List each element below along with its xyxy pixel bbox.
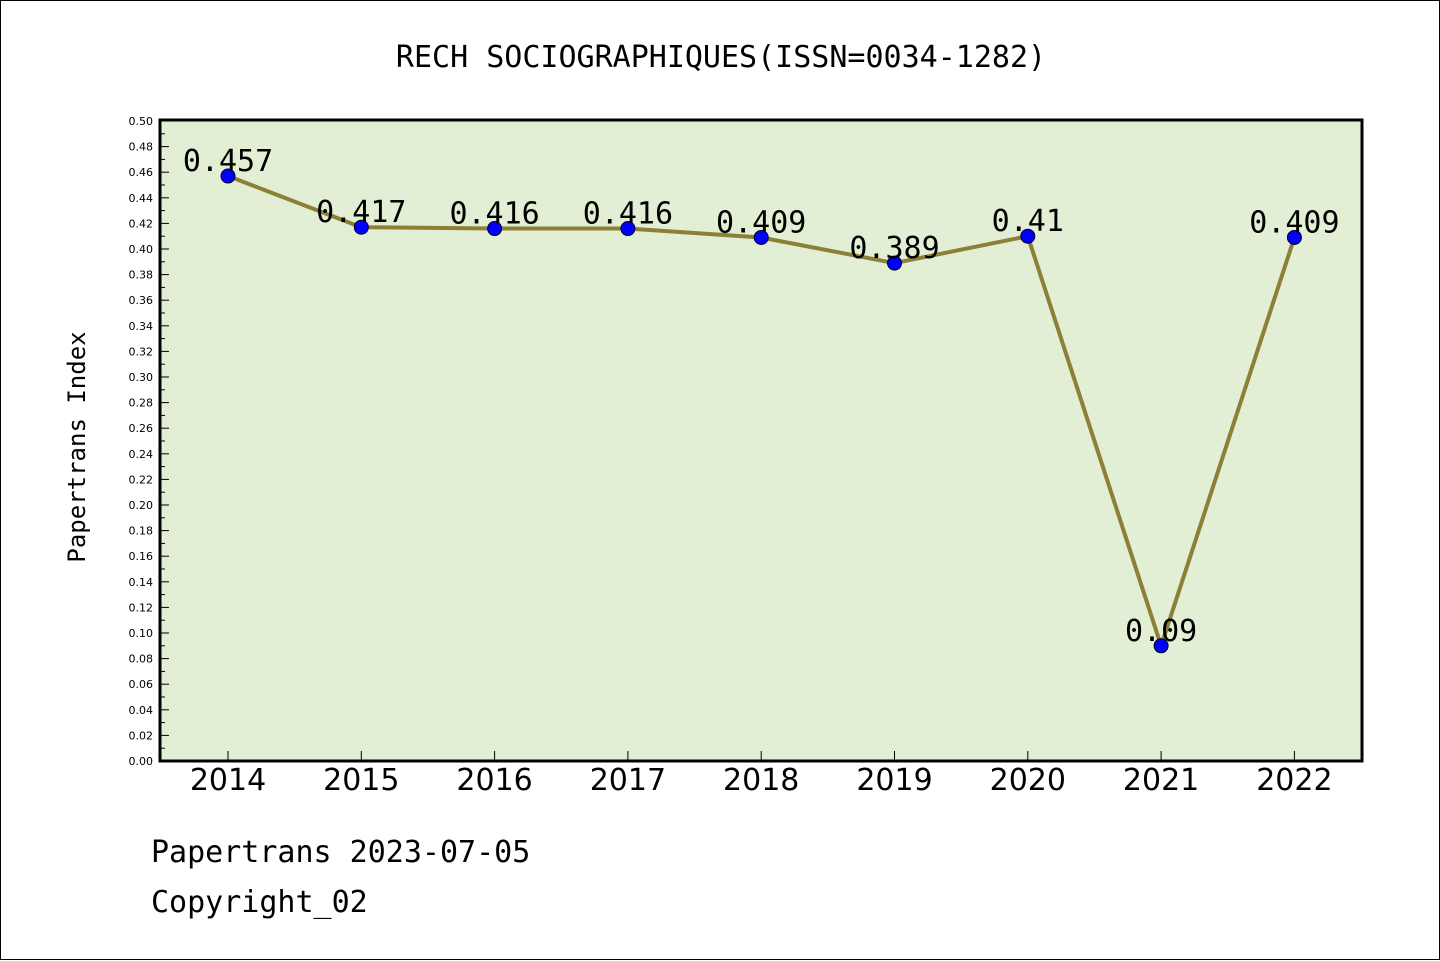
x-tick-label: 2018: [723, 763, 799, 798]
y-tick-label: 0.28: [129, 397, 154, 410]
y-axis: 0.00 0.02 0.04 0.06 0.08 0.10 0.12 0.14 0.16 0.18…: [129, 115, 169, 768]
y-tick-label: 0.46: [129, 166, 154, 179]
data-point-2015: [353, 219, 369, 235]
y-tick-label: 0.24: [129, 448, 154, 461]
data-point-2019: [887, 255, 902, 271]
x-tick-label: 2019: [856, 763, 932, 798]
data-labels: 0.457 0.417 0.416 0.416 0.409 0.389 0.41 0.09 0.…: [183, 144, 1340, 649]
data-label-2015: 0.417: [316, 195, 406, 230]
data-point-2018: [753, 229, 769, 245]
data-label-2021: 0.09: [1125, 614, 1197, 649]
x-axis: 2014 2015 2016 2017 2018 2019 2020 2021 2022: [190, 751, 1333, 798]
data-point-2014: [220, 168, 236, 184]
series-markers: [220, 168, 1302, 654]
x-tick-label: 2021: [1123, 763, 1199, 798]
y-tick-label: 0.16: [129, 550, 154, 563]
x-tick-label: 2020: [990, 763, 1066, 798]
chart-title: RECH SOCIOGRAPHIQUES(ISSN=0034-1282): [396, 40, 1046, 75]
y-tick-label: 0.00: [129, 755, 154, 768]
footer-date: Papertrans 2023-07-05: [151, 835, 531, 870]
footer-copyright: Copyright_02: [151, 885, 368, 920]
y-tick-label: 0.40: [129, 243, 154, 256]
y-tick-label: 0.02: [129, 729, 154, 742]
y-tick-label: 0.32: [129, 345, 154, 358]
y-tick-label: 0.38: [129, 269, 154, 282]
data-label-2019: 0.389: [849, 231, 939, 266]
y-tick-label: 0.12: [129, 601, 154, 614]
data-point-2020: [1020, 228, 1036, 244]
data-point-2021: [1153, 638, 1169, 654]
y-tick-label: 0.18: [129, 525, 154, 538]
x-tick-label: 2016: [456, 763, 532, 798]
y-tick-label: 0.10: [129, 627, 154, 640]
x-tick-label: 2017: [590, 763, 666, 798]
data-point-2016: [487, 221, 503, 237]
y-tick-label: 0.48: [129, 141, 154, 154]
data-point-2017: [620, 221, 636, 237]
data-point-2022: [1286, 229, 1302, 245]
y-tick-label: 0.42: [129, 217, 154, 230]
y-tick-label: 0.08: [129, 653, 154, 666]
y-tick-label: 0.34: [129, 320, 154, 333]
data-label-2020: 0.41: [992, 204, 1064, 239]
y-tick-label: 0.14: [129, 576, 154, 589]
y-tick-label: 0.04: [129, 704, 154, 717]
y-tick-label: 0.50: [129, 115, 154, 128]
data-label-2014: 0.457: [183, 144, 273, 179]
y-axis-label: Papertrans Index: [63, 331, 91, 562]
data-label-2022: 0.409: [1249, 205, 1339, 240]
y-tick-label: 0.30: [129, 371, 154, 384]
data-label-2016: 0.416: [449, 197, 539, 232]
x-tick-label: 2022: [1256, 763, 1332, 798]
y-tick-label: 0.44: [129, 192, 154, 205]
y-tick-label: 0.26: [129, 422, 154, 435]
y-tick-label: 0.20: [129, 499, 154, 512]
x-tick-label: 2014: [190, 763, 266, 798]
data-label-2017: 0.416: [583, 197, 673, 232]
data-label-2018: 0.409: [716, 205, 806, 240]
y-tick-label: 0.22: [129, 473, 154, 486]
y-tick-label: 0.06: [129, 678, 154, 691]
x-tick-label: 2015: [323, 763, 399, 798]
y-tick-label: 0.36: [129, 294, 154, 307]
